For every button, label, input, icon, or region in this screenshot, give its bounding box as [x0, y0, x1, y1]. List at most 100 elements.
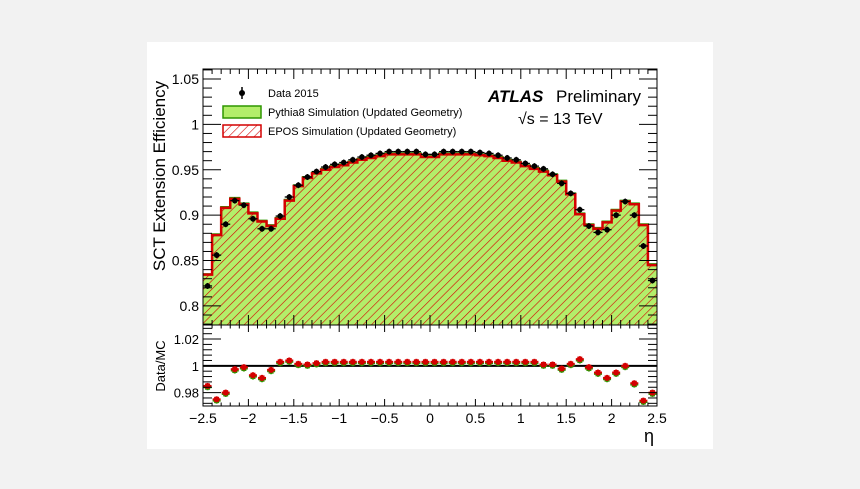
ratio-point-epos	[466, 358, 475, 365]
ratio-point-marker	[241, 364, 247, 370]
data-point-marker	[549, 171, 556, 178]
data-point	[629, 212, 639, 219]
ratio-point-marker	[568, 361, 574, 367]
ratio-point-epos	[430, 358, 439, 365]
data-point-marker	[277, 213, 283, 219]
data-point-marker	[504, 155, 510, 161]
data-point	[384, 148, 394, 155]
data-point	[239, 202, 249, 209]
data-point	[538, 165, 549, 172]
data-point	[302, 174, 312, 181]
ratio-point-epos	[439, 358, 448, 365]
data-point	[393, 148, 403, 155]
ratio-point-marker	[459, 359, 465, 365]
data-point	[212, 252, 222, 259]
data-point-marker	[413, 148, 420, 155]
data-point-marker	[222, 221, 229, 228]
y-axis-title: SCT Extension Efficiency	[150, 80, 169, 271]
ratio-point-epos	[357, 358, 366, 365]
ratio-point-marker	[368, 359, 374, 365]
ratio-point-marker	[477, 359, 483, 365]
data-point-marker	[331, 161, 338, 168]
data-point	[611, 212, 621, 219]
data-point	[411, 148, 421, 155]
ratio-point-epos	[512, 358, 521, 365]
ratio-point-marker	[486, 359, 492, 365]
ratio-point-epos	[385, 358, 394, 365]
ratio-point-epos	[276, 358, 285, 365]
ratio-point-marker	[250, 372, 256, 378]
data-point-marker	[404, 148, 411, 155]
ratio-point-epos	[566, 360, 575, 367]
ratio-point-marker	[522, 359, 528, 365]
ratio-point-epos	[584, 364, 593, 371]
ratio-point-epos	[612, 369, 621, 376]
ratio-point-marker	[495, 359, 501, 365]
ratio-point-marker	[295, 361, 301, 367]
ratio-point-marker	[413, 359, 419, 365]
data-point	[638, 243, 648, 250]
data-point	[248, 215, 258, 222]
data-point	[566, 190, 576, 197]
x-tick-label: −1.5	[280, 410, 308, 426]
data-point-marker	[586, 223, 592, 229]
ratio-point-marker	[286, 357, 292, 363]
ratio-point-epos	[394, 358, 403, 365]
epos-hatch-area	[203, 154, 657, 325]
ratio-point-marker	[441, 359, 447, 365]
data-point-marker	[531, 163, 538, 169]
ratio-point-epos	[321, 358, 330, 365]
data-point-marker	[340, 159, 347, 166]
data-point	[430, 151, 440, 158]
ratio-y-tick-label: 1.02	[174, 332, 199, 347]
ratio-point-marker	[395, 359, 401, 365]
ratio-point-epos	[503, 358, 512, 365]
data-point	[420, 151, 430, 158]
ratio-point-marker	[640, 398, 646, 404]
data-point	[548, 171, 558, 178]
data-point	[311, 168, 322, 175]
data-point	[484, 150, 494, 157]
data-point-marker	[241, 202, 247, 208]
ratio-point-epos	[557, 365, 566, 372]
ratio-point-marker	[277, 359, 283, 365]
ratio-point-epos	[294, 360, 303, 367]
main-y-tick-label: 0.95	[172, 162, 199, 178]
ratio-point-epos	[248, 372, 257, 379]
ratio-point-epos	[539, 361, 548, 368]
ratio-point-epos	[366, 358, 375, 365]
ratio-point-epos	[448, 358, 457, 365]
data-point	[575, 206, 585, 213]
data-point	[439, 148, 449, 155]
ratio-point-epos	[457, 358, 466, 365]
legend: Data 2015 Pythia8 Simulation (Updated Ge…	[222, 87, 462, 138]
pythia-swatch-icon	[222, 105, 262, 119]
data-point-marker	[377, 150, 383, 157]
legend-entry-epos: EPOS Simulation (Updated Geometry)	[222, 124, 456, 138]
ratio-y-tick-label: 1	[192, 359, 199, 374]
ratio-point-marker	[332, 359, 338, 365]
ratio-point-marker	[259, 375, 265, 381]
data-point	[357, 154, 367, 161]
ratio-point-marker	[622, 363, 628, 369]
data-point	[257, 225, 267, 232]
ratio-point-marker	[531, 359, 537, 365]
data-point	[275, 213, 285, 220]
data-point-marker	[322, 164, 329, 170]
data-point	[266, 225, 276, 232]
data-point-marker	[259, 225, 265, 232]
ratio-point-epos	[575, 356, 584, 363]
ratio-point-epos	[203, 382, 212, 389]
x-tick-label: 1	[517, 410, 525, 426]
x-tick-label: −2	[240, 410, 256, 426]
data-point-marker	[567, 190, 574, 197]
x-tick-label: −1	[331, 410, 347, 426]
data-point-marker	[449, 148, 456, 155]
ratio-point-marker	[450, 359, 456, 365]
ratio-point-marker	[205, 383, 211, 389]
ratio-point-marker	[386, 359, 392, 365]
ratio-point-marker	[232, 366, 238, 372]
ratio-point-marker	[314, 360, 319, 366]
preliminary-text: Preliminary	[556, 87, 642, 106]
ratio-point-marker	[304, 361, 310, 367]
